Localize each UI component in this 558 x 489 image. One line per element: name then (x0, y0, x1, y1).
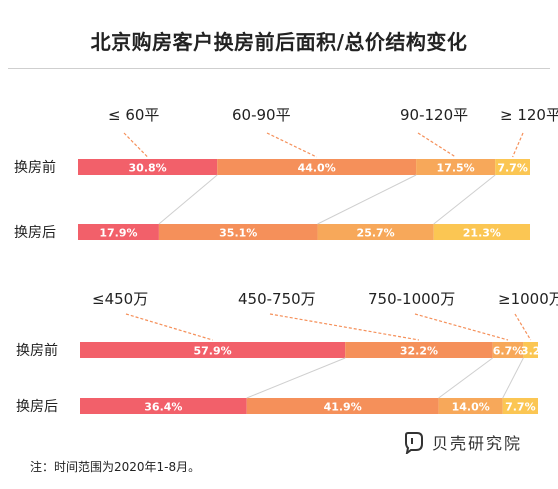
footnote: 注：时间范围为2020年1-8月。 (30, 460, 201, 474)
category-marker (512, 132, 524, 158)
category-label: 60-90平 (232, 106, 291, 124)
bar-value-label: 57.9% (194, 345, 232, 358)
category-label: 90-120平 (400, 106, 468, 124)
bar-segment (416, 159, 496, 175)
bar-value-label: 32.2% (400, 345, 438, 358)
connector-line (502, 357, 524, 399)
bar-segment (80, 342, 346, 358)
category-marker (414, 313, 509, 341)
brand-logo: 贝壳研究院 (402, 430, 522, 454)
category-label: ≥ 120平 (500, 106, 558, 124)
category-marker (514, 313, 532, 341)
beike-logo-icon (405, 432, 423, 454)
bar-segment (78, 224, 159, 240)
bar-segment (492, 342, 524, 358)
connector-line (438, 357, 493, 399)
category-label: ≤450万 (92, 290, 148, 308)
chart-title: 北京购房客户换房前后面积/总价结构变化 (90, 30, 468, 54)
category-marker (266, 132, 317, 158)
category-marker (269, 313, 420, 341)
row-label: 换房前 (16, 342, 58, 359)
bar-value-label: 36.4% (144, 401, 182, 414)
bar-value-label: 17.9% (99, 227, 137, 240)
category-label: 750-1000万 (368, 290, 455, 308)
category-marker (417, 132, 456, 158)
bar-value-label: 17.5% (437, 162, 475, 175)
connector-line (246, 357, 346, 399)
bar-segment (345, 342, 493, 358)
bar-segment (78, 159, 218, 175)
bar-segment (246, 398, 439, 414)
bar-value-label: 35.1% (219, 227, 257, 240)
connector-line (317, 174, 417, 225)
category-label: ≤ 60平 (108, 106, 159, 124)
category-label: 450-750万 (238, 290, 316, 308)
bar-segment (80, 398, 247, 414)
bar-value-label: 25.7% (357, 227, 395, 240)
bar-segment (217, 159, 417, 175)
connector-line (433, 174, 496, 225)
row-label: 换房后 (16, 398, 58, 415)
brand-name: 贝壳研究院 (432, 434, 523, 453)
category-marker (123, 132, 149, 158)
bar-value-label: 30.8% (129, 162, 167, 175)
title-divider (8, 68, 550, 69)
bar-value-label: 14.0% (452, 401, 490, 414)
bar-value-label: 21.3% (463, 227, 501, 240)
connector-line (158, 174, 218, 225)
bar-segment (502, 398, 538, 414)
bar-segment (158, 224, 318, 240)
bar-segment (523, 342, 538, 358)
row-label: 换房后 (14, 224, 56, 241)
category-marker (125, 313, 213, 341)
row-label: 换房前 (14, 159, 56, 176)
bar-segment (317, 224, 434, 240)
bar-value-label: 3.2 (521, 345, 541, 358)
bar-value-label: 7.7% (497, 162, 528, 175)
bar-value-label: 44.0% (298, 162, 336, 175)
category-label: ≥1000万 (498, 290, 558, 308)
bar-segment (433, 224, 530, 240)
bar-segment (438, 398, 503, 414)
bar-segment (495, 159, 530, 175)
bar-value-label: 7.7% (505, 401, 536, 414)
bar-value-label: 6.7% (493, 345, 524, 358)
bar-value-label: 41.9% (324, 401, 362, 414)
